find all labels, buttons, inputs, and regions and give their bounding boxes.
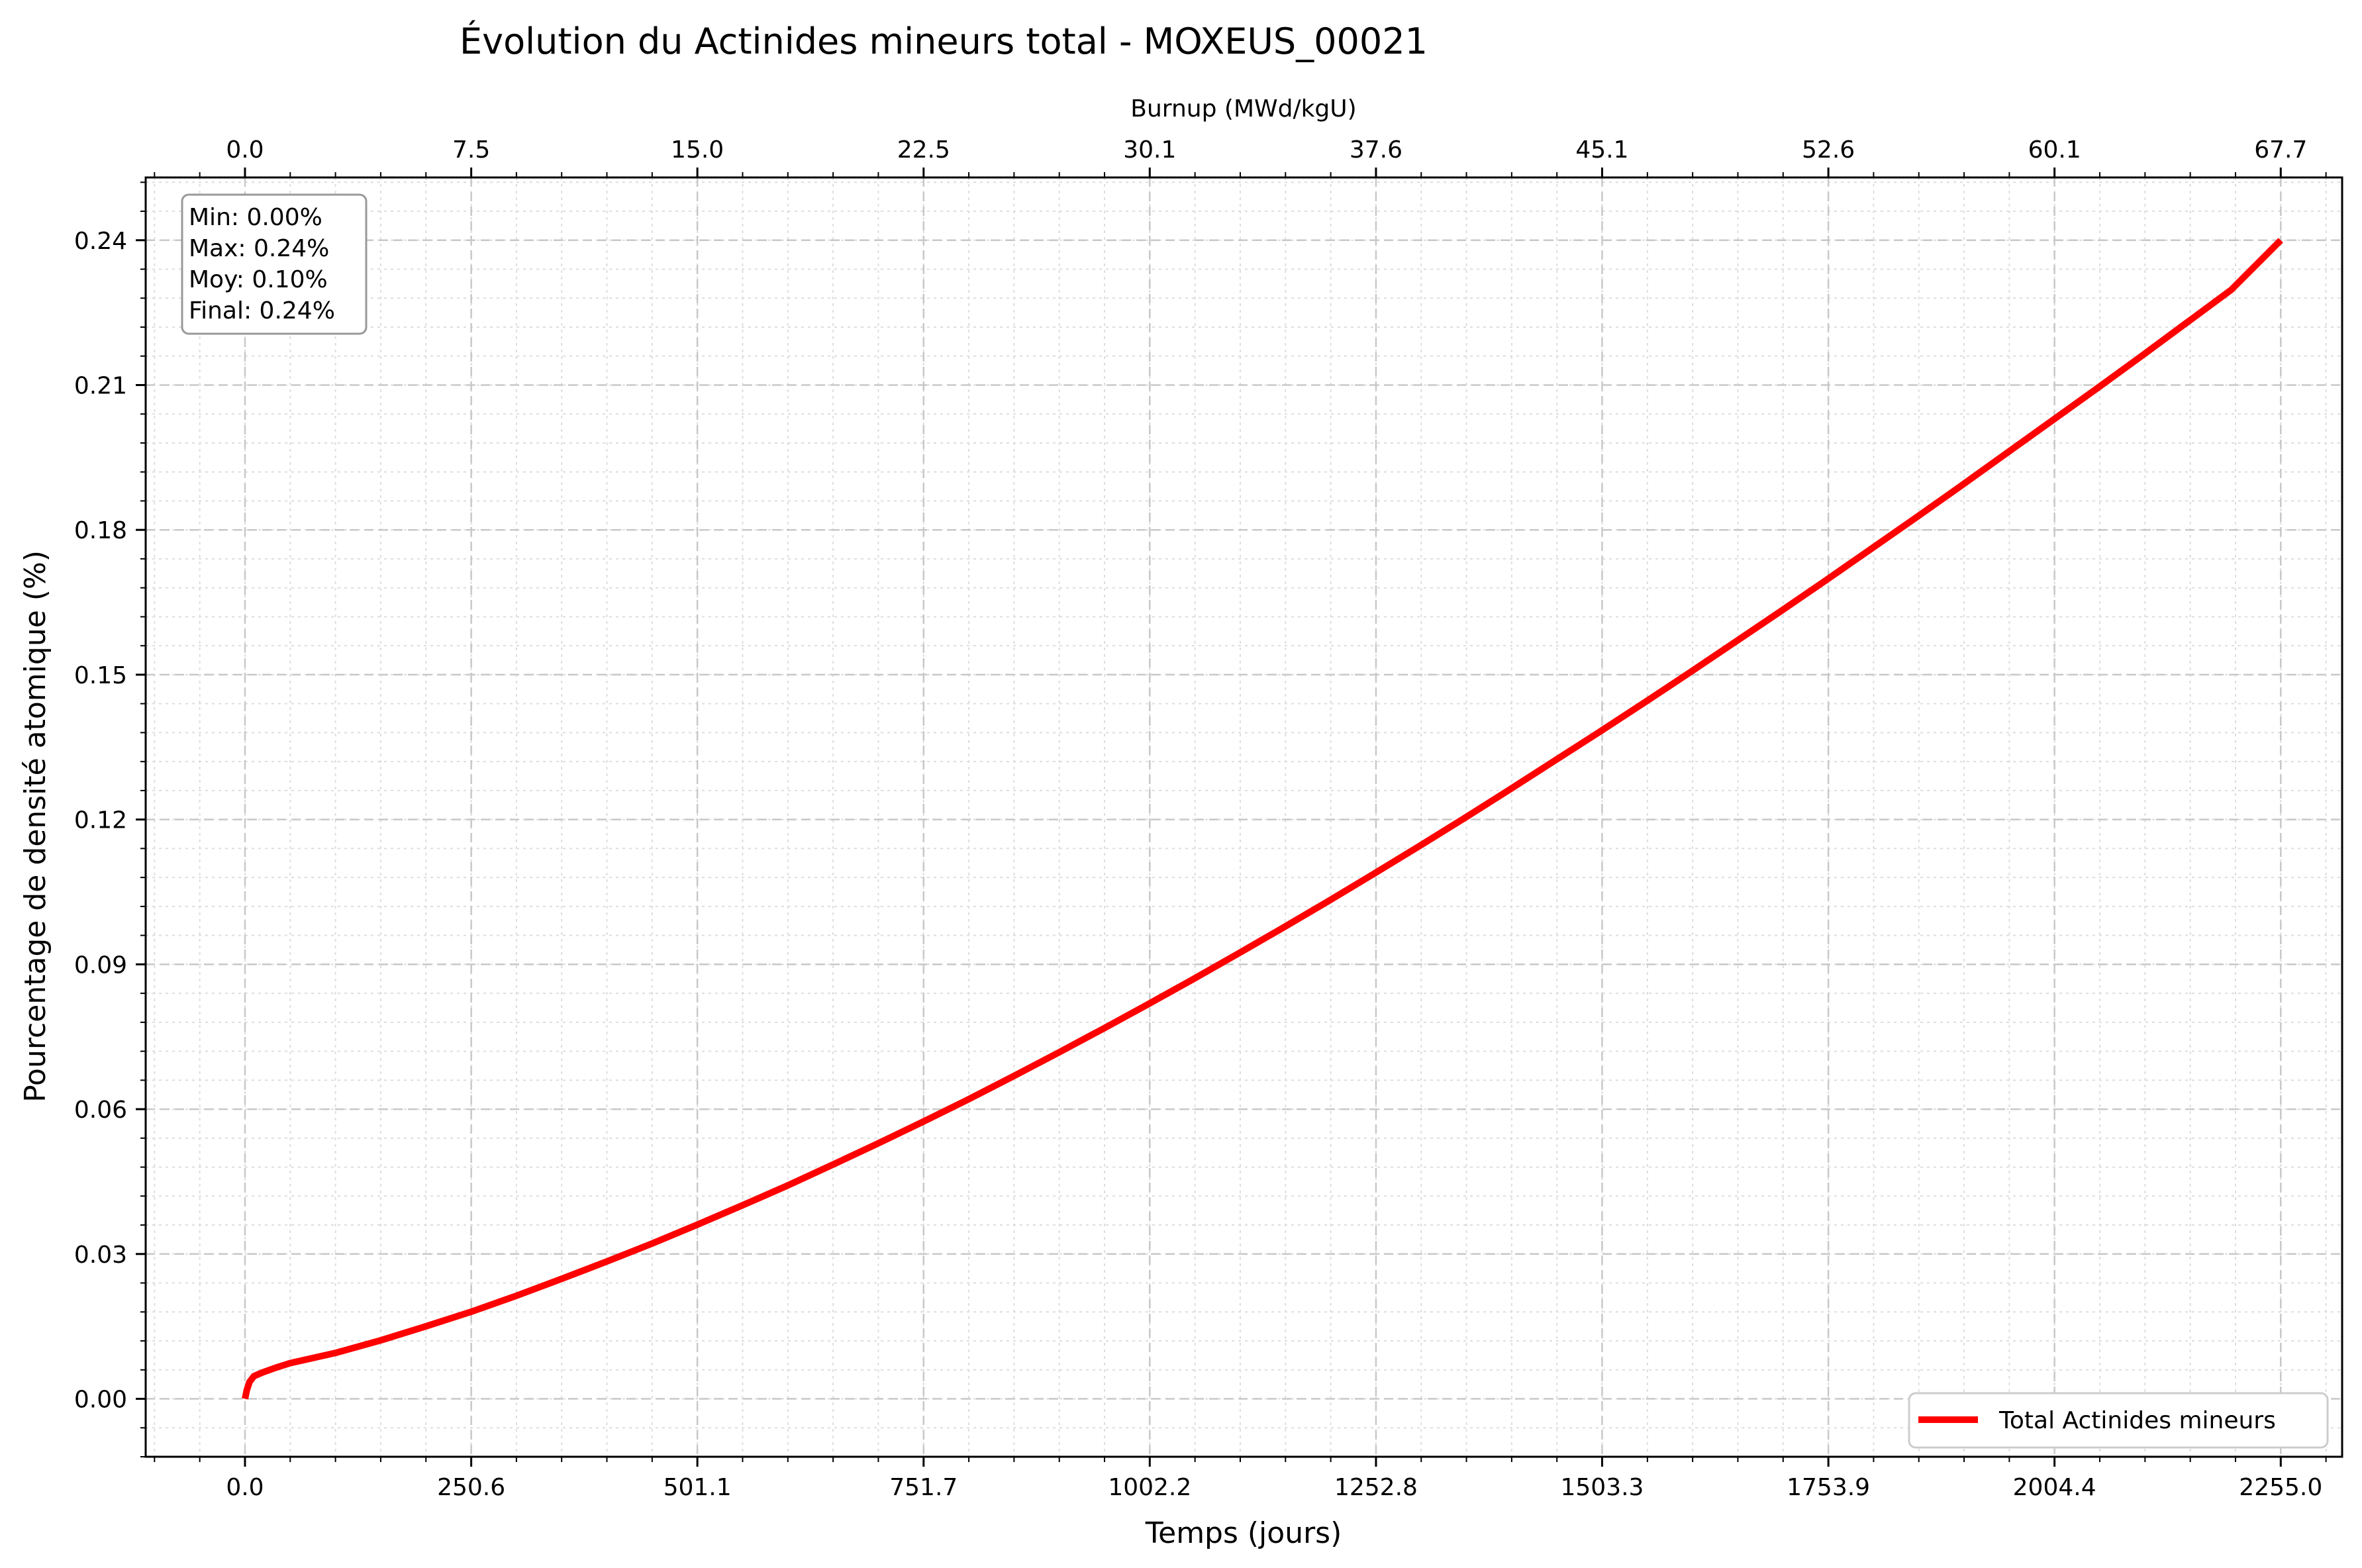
legend: Total Actinides mineurs [1908,1392,2329,1449]
top-tick-label: 30.1 [1123,136,1176,164]
bottom-axis-ticks: 0.0 250.6 501.1 751.7 1002.2 1252.8 1503.3 1753… [154,1457,2327,1501]
top-axis-title: Burnup (MWd/kgU) [1130,95,1356,122]
y-tick-label: 0.09 [74,952,127,979]
legend-box [1908,1392,2329,1449]
stats-box: Min: 0.00% Max: 0.24% Moy: 0.10% Final: … [181,193,368,335]
x-tick-label: 0.0 [226,1474,264,1501]
x-tick-label: 1002.2 [1108,1474,1191,1501]
top-tick-label: 0.0 [226,136,264,164]
x-tick-label: 751.7 [889,1474,958,1501]
top-tick-label: 52.6 [1802,136,1855,164]
top-tick-label: 67.7 [2254,136,2307,164]
y-tick-label: 0.12 [74,807,127,834]
x-tick-label: 2004.4 [2013,1474,2096,1501]
x-tick-label: 1503.3 [1560,1474,1644,1501]
plot-frame [144,176,2343,1458]
series-layer [242,238,2283,1400]
y-tick-label: 0.18 [74,517,127,544]
y-tick-label: 0.15 [74,662,127,689]
x-tick-label: 250.6 [437,1474,505,1501]
chart-title: Évolution du Actinides mineurs total - M… [460,21,1428,62]
stats-max: Max: 0.24% [189,235,329,262]
y-tick-label: 0.24 [74,228,127,255]
top-tick-label: 7.5 [452,136,490,164]
y-tick-label: 0.21 [74,372,127,399]
x-axis-title: Temps (jours) [1145,1516,1342,1550]
y-axis-title: Pourcentage de densité atomique (%) [19,550,52,1102]
major-grid [146,177,2342,1457]
top-tick-label: 22.5 [897,136,950,164]
stats-mean: Moy: 0.10% [189,266,328,293]
x-tick-label: 501.1 [664,1474,732,1501]
top-axis-ticks: 0.0 7.5 15.0 22.5 30.1 37.6 45.1 52.6 60.1 67.7 [154,136,2327,177]
x-tick-label: 1753.9 [1787,1474,1870,1501]
top-tick-label: 45.1 [1575,136,1628,164]
y-tick-label: 0.00 [74,1387,127,1414]
y-tick-label: 0.03 [74,1242,127,1269]
left-axis-ticks: 0.00 0.03 0.06 0.09 0.12 0.15 0.18 0.21 0.24 [74,181,146,1457]
top-tick-label: 60.1 [2028,136,2081,164]
top-tick-label: 37.6 [1350,136,1402,164]
y-tick-label: 0.06 [74,1097,127,1124]
x-tick-label: 1252.8 [1334,1474,1418,1501]
top-tick-label: 15.0 [671,136,724,164]
stats-box-background [181,193,368,335]
stats-min: Min: 0.00% [189,204,322,231]
legend-label: Total Actinides mineurs [1998,1407,2276,1434]
x-tick-label: 2255.0 [2239,1474,2322,1501]
stats-final: Final: 0.24% [189,297,335,324]
series-line [242,238,2283,1400]
